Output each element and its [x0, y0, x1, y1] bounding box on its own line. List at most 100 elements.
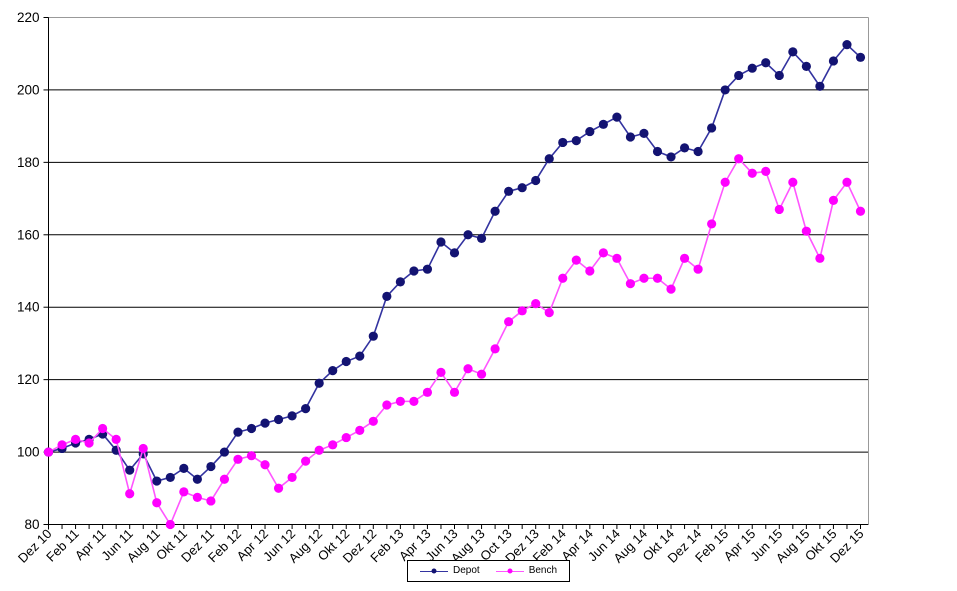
bench-data-point	[368, 416, 378, 426]
bench-data-point	[192, 492, 202, 502]
bench-data-point	[125, 489, 135, 499]
bench-data-point	[70, 434, 81, 444]
bench-data-point	[558, 273, 568, 283]
depot-data-point	[842, 40, 852, 50]
depot-data-point	[436, 237, 446, 247]
bench-data-point	[152, 498, 162, 508]
bench-data-point	[57, 440, 67, 450]
y-axis-label: 220	[17, 10, 40, 25]
depot-data-point	[125, 465, 135, 475]
depot-data-point	[490, 206, 500, 216]
bench-data-point	[707, 219, 717, 229]
depot-data-point	[395, 277, 405, 287]
bench-legend-label: Bench	[528, 565, 558, 576]
depot-data-point	[652, 146, 663, 157]
bench-data-point	[490, 344, 500, 354]
bench-data-point	[273, 483, 284, 493]
depot-legend-marker	[420, 568, 448, 574]
bench-data-point	[598, 248, 608, 258]
bench-legend-marker	[495, 568, 524, 574]
bench-data-point	[43, 447, 54, 457]
depot-data-point	[815, 81, 825, 91]
depot-data-point	[585, 126, 595, 137]
depot-data-point	[679, 143, 690, 153]
bench-data-point	[544, 308, 554, 318]
y-axis-label: 120	[17, 372, 40, 387]
depot-data-point	[463, 230, 473, 240]
depot-data-point	[152, 476, 162, 486]
depot-data-point	[544, 154, 554, 164]
bench-data-point	[328, 440, 338, 450]
bench-data-point	[287, 472, 297, 483]
depot-data-point	[476, 233, 487, 244]
bench-data-point	[585, 266, 595, 276]
bench-data-point	[801, 226, 811, 236]
bench-data-point	[571, 255, 581, 265]
depot-data-point	[260, 418, 270, 428]
bench-data-point	[774, 204, 784, 215]
bench-data-point	[233, 454, 243, 464]
bench-data-point	[179, 487, 189, 497]
depot-data-point	[179, 463, 189, 473]
depot-data-point	[855, 52, 866, 62]
bench-data-point	[720, 177, 730, 187]
depot-data-point	[625, 132, 636, 142]
depot-data-point	[368, 331, 378, 341]
depot-data-point	[774, 70, 784, 81]
bench-data-point	[301, 456, 311, 466]
depot-data-point	[666, 152, 676, 162]
depot-data-point	[422, 264, 433, 274]
depot-data-point	[192, 474, 202, 484]
depot-data-point	[165, 472, 175, 483]
depot-data-point	[571, 136, 581, 146]
depot-data-point	[273, 414, 284, 425]
depot-data-point	[449, 248, 460, 258]
bench-data-point	[679, 253, 690, 263]
y-axis-label: 160	[17, 227, 40, 242]
depot-data-point	[206, 461, 216, 472]
legend: Depot Bench	[407, 560, 571, 582]
y-axis-label: 100	[17, 445, 40, 460]
depot-data-point	[287, 411, 297, 421]
y-axis-label: 200	[17, 82, 40, 97]
bench-data-point	[355, 425, 365, 435]
bench-data-point	[111, 434, 121, 444]
depot-data-point	[409, 266, 419, 276]
depot-data-point	[301, 404, 311, 414]
bench-data-point	[165, 519, 175, 530]
depot-data-point	[219, 447, 230, 457]
depot-data-point	[355, 351, 365, 361]
bench-data-point	[855, 206, 866, 216]
bench-data-point	[734, 154, 744, 164]
depot-data-point	[328, 365, 338, 376]
legend-item-bench: Bench	[495, 565, 558, 576]
depot-series-line	[48, 43, 862, 482]
bench-data-point	[409, 396, 419, 406]
depot-data-point	[720, 85, 730, 95]
bench-data-point	[219, 474, 230, 484]
bench-data-point	[693, 264, 703, 274]
bench-data-point	[246, 451, 257, 461]
depot-data-point	[246, 423, 257, 434]
bench-data-point	[517, 306, 527, 316]
bench-data-point	[395, 396, 405, 406]
bench-data-point	[260, 460, 270, 470]
depot-data-point	[517, 183, 527, 193]
depot-data-point	[598, 119, 608, 129]
depot-data-point	[788, 47, 798, 57]
depot-data-point	[382, 291, 392, 301]
bench-data-point	[531, 298, 541, 309]
depot-data-point	[734, 70, 744, 81]
depot-data-point	[531, 175, 541, 186]
bench-data-point	[828, 195, 839, 205]
bench-data-point	[652, 273, 663, 283]
bench-data-point	[314, 445, 324, 455]
depot-data-point	[314, 378, 324, 388]
y-axis-label: 180	[17, 155, 40, 170]
bench-data-point	[422, 387, 433, 397]
bench-data-point	[98, 423, 108, 434]
depot-data-point	[707, 123, 717, 133]
depot-legend-label: Depot	[453, 565, 480, 576]
bench-data-point	[138, 443, 148, 454]
